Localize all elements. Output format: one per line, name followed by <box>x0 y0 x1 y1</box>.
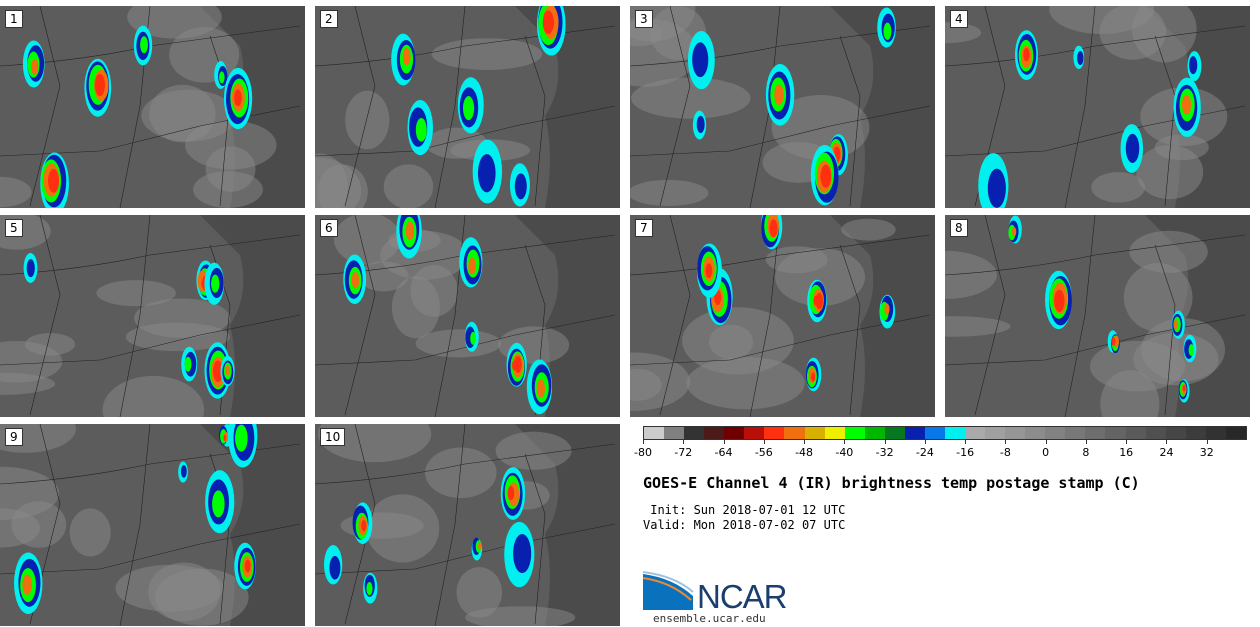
init-time: Init: Sun 2018-07-01 12 UTC <box>643 503 846 517</box>
satellite-map <box>315 6 620 208</box>
colorbar-tick: -24 <box>905 440 945 459</box>
panel-label: 6 <box>320 219 338 237</box>
tick-label: -16 <box>956 446 975 459</box>
tick-label: 32 <box>1199 446 1214 459</box>
panel-label: 7 <box>635 219 653 237</box>
satellite-map <box>945 6 1250 208</box>
colorbar-tick: 0 <box>1026 440 1066 459</box>
tick-label: 0 <box>1042 446 1050 459</box>
panel-label: 4 <box>950 10 968 28</box>
colorbar-bin <box>1045 427 1066 439</box>
colorbar-bin <box>1205 427 1226 439</box>
tick-label: -40 <box>835 446 854 459</box>
ir-panel-1: 1 <box>0 6 305 208</box>
colorbar-bin <box>1025 427 1046 439</box>
panel-label: 8 <box>950 219 968 237</box>
ir-panel-6: 6 <box>315 215 620 417</box>
colorbar-bin <box>944 427 965 439</box>
tick-label: -72 <box>674 446 693 459</box>
colorbar-tick: -48 <box>784 440 824 459</box>
colorbar <box>643 426 1247 440</box>
tick-label: 24 <box>1159 446 1174 459</box>
satellite-map <box>630 6 935 208</box>
panel-label: 2 <box>320 10 338 28</box>
satellite-map <box>0 424 305 626</box>
run-info: Init: Sun 2018-07-01 12 UTC Valid: Mon 20… <box>643 503 845 533</box>
colorbar-bin <box>1165 427 1186 439</box>
ncar-logo-text: NCAR <box>697 578 788 615</box>
colorbar-bin <box>1125 427 1146 439</box>
ir-panel-10: 10 <box>315 424 620 626</box>
panel-label: 5 <box>5 219 23 237</box>
colorbar-ticks: -80 -72 -64 -56 -48 -40 -32 -24 -16 -8 0 8 16 24 32 <box>634 440 1247 460</box>
ir-panel-9: 9 <box>0 424 305 626</box>
ir-panel-7: 7 <box>630 215 935 417</box>
colorbar-bin <box>1185 427 1206 439</box>
tick-label: -56 <box>754 446 773 459</box>
panel-label: 10 <box>320 428 346 446</box>
colorbar-bin <box>704 427 725 439</box>
colorbar-bin <box>985 427 1006 439</box>
colorbar-tick: -32 <box>865 440 905 459</box>
panel-label: 9 <box>5 428 23 446</box>
colorbar-tick: 8 <box>1066 440 1106 459</box>
panel-label: 1 <box>5 10 23 28</box>
colorbar-tick: -80 <box>623 440 663 459</box>
colorbar-bin <box>904 427 925 439</box>
ir-panel-5: 5 <box>0 215 305 417</box>
colorbar-tick: -16 <box>945 440 985 459</box>
colorbar-bin <box>644 427 665 439</box>
colorbar-bin <box>664 427 685 439</box>
tick-label: 16 <box>1119 446 1134 459</box>
tick-label: -24 <box>915 446 934 459</box>
ir-panel-3: 3 <box>630 6 935 208</box>
satellite-map <box>945 215 1250 417</box>
valid-time: Valid: Mon 2018-07-02 07 UTC <box>643 518 846 532</box>
colorbar-bin <box>1145 427 1166 439</box>
panel-label: 3 <box>635 10 653 28</box>
satellite-map <box>315 215 620 417</box>
colorbar-bin <box>1065 427 1086 439</box>
colorbar-tick: -56 <box>744 440 784 459</box>
colorbar-tick: 32 <box>1187 440 1227 459</box>
colorbar-tick: -64 <box>704 440 744 459</box>
site-url[interactable]: ensemble.ucar.edu <box>653 612 766 625</box>
colorbar-tick: -72 <box>663 440 703 459</box>
tick-label: -80 <box>634 446 652 459</box>
colorbar-bin <box>844 427 865 439</box>
satellite-map <box>630 215 935 417</box>
satellite-map <box>0 6 305 208</box>
tick-label: 8 <box>1082 446 1090 459</box>
tick-label: -8 <box>999 446 1011 459</box>
colorbar-bin <box>824 427 845 439</box>
colorbar-bin <box>684 427 705 439</box>
colorbar-bin <box>744 427 765 439</box>
colorbar-bin <box>1225 427 1246 439</box>
tick-label: -48 <box>795 446 814 459</box>
colorbar-tick: 24 <box>1146 440 1186 459</box>
tick-label: -32 <box>875 446 894 459</box>
colorbar-bin <box>724 427 745 439</box>
colorbar-tick: 16 <box>1106 440 1146 459</box>
ir-panel-4: 4 <box>945 6 1250 208</box>
ncar-logo-icon <box>643 571 694 610</box>
colorbar-bin <box>764 427 785 439</box>
colorbar-tick: -40 <box>824 440 864 459</box>
colorbar-bin <box>1105 427 1126 439</box>
ir-panel-8: 8 <box>945 215 1250 417</box>
satellite-map <box>0 215 305 417</box>
plot-title: GOES-E Channel 4 (IR) brightness temp po… <box>643 474 1140 492</box>
colorbar-tick: -8 <box>985 440 1025 459</box>
colorbar-bin <box>1085 427 1106 439</box>
colorbar-bin <box>864 427 885 439</box>
colorbar-bin <box>924 427 945 439</box>
colorbar-bin <box>804 427 825 439</box>
colorbar-bin <box>1005 427 1026 439</box>
ir-panel-2: 2 <box>315 6 620 208</box>
colorbar-bin <box>965 427 986 439</box>
tick-label: -64 <box>714 446 733 459</box>
colorbar-bin <box>884 427 905 439</box>
satellite-map <box>315 424 620 626</box>
colorbar-bin <box>784 427 805 439</box>
